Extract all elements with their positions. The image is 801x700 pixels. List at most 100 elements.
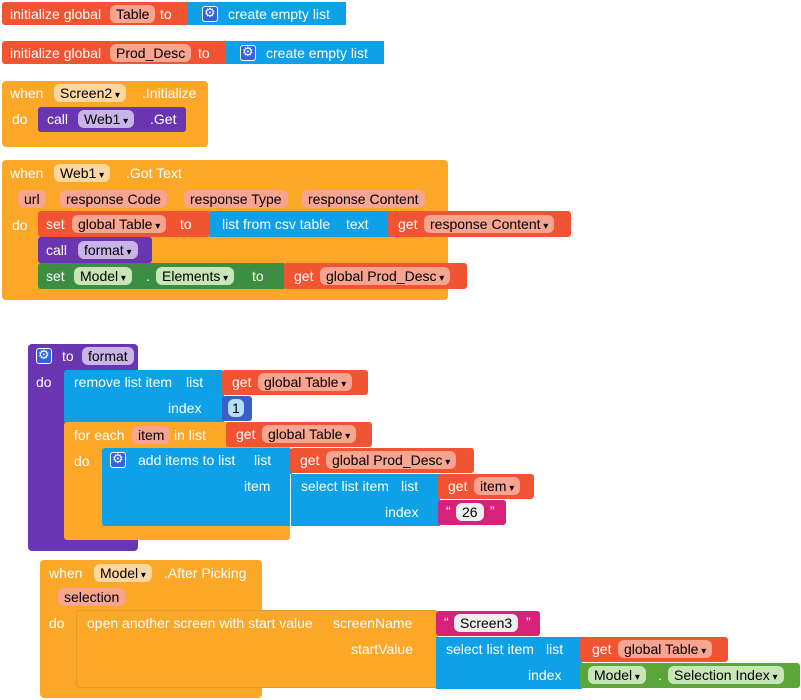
list-from-csv-table-block[interactable]: list from csv table text [210, 211, 390, 237]
loop-variable-field[interactable]: item [132, 426, 171, 444]
variable-dropdown[interactable]: response Content [424, 215, 555, 233]
call-label: call [46, 242, 68, 258]
add-items-to-list-block[interactable]: add items to list list item [102, 448, 292, 526]
procedure-name-field[interactable]: format [82, 347, 134, 365]
open-another-screen-block[interactable]: open another screen with start value scr… [76, 610, 438, 688]
text-string-block[interactable]: “ 26 ” [438, 500, 506, 525]
set-model-elements-block[interactable]: set Model . Elements to [38, 263, 286, 289]
get-item-block[interactable]: get item [438, 474, 534, 499]
variable-dropdown[interactable]: global Table [618, 640, 713, 658]
component-dropdown[interactable]: Model [74, 267, 132, 285]
mutator-gear-icon[interactable] [36, 347, 52, 364]
variable-dropdown[interactable]: item [474, 477, 521, 495]
model-selection-index-block[interactable]: Model . Selection Index [580, 663, 800, 688]
call-format-block[interactable]: call format [38, 237, 152, 263]
add-items-label: add items to list [138, 452, 236, 468]
to-label: to [160, 6, 172, 22]
text-field[interactable]: Screen3 [454, 614, 519, 632]
set-label: set [46, 268, 65, 284]
param-response-content[interactable]: response Content [302, 190, 425, 208]
get-global-prod-desc-block[interactable]: get global Prod_Desc [290, 448, 474, 473]
open-quote: “ [446, 503, 451, 519]
component-dropdown[interactable]: Model [588, 666, 646, 684]
mutator-gear-icon[interactable] [110, 451, 126, 468]
for-each-label: for each [74, 427, 125, 443]
mutator-gear-icon[interactable] [202, 5, 218, 22]
event-name: .Initialize [142, 85, 197, 101]
to-label: to [198, 45, 210, 61]
component-dropdown[interactable]: Web1 [78, 110, 135, 128]
remove-list-item-label: remove list item [74, 374, 173, 390]
param-selection[interactable]: selection [58, 588, 126, 606]
init-label: initialize global [10, 6, 102, 22]
do-label: do [36, 374, 52, 390]
list-socket-label: list [401, 478, 419, 494]
select-list-item-block[interactable]: select list item list index [436, 637, 582, 689]
get-label: get [294, 268, 314, 284]
get-label: get [448, 478, 468, 494]
number-block[interactable]: 1 [222, 396, 252, 421]
component-dropdown[interactable]: Web1 [54, 164, 111, 182]
get-label: get [592, 641, 612, 657]
get-global-table-block[interactable]: get global Table [580, 637, 728, 662]
call-web1-get-block[interactable]: call Web1 .Get [38, 107, 186, 132]
variable-dropdown[interactable]: global Prod_Desc [326, 451, 457, 469]
to-label: to [252, 268, 264, 284]
select-list-item-block[interactable]: select list item list index [290, 474, 440, 526]
index-socket-label: index [528, 667, 562, 683]
create-empty-list-label: create empty list [228, 6, 330, 22]
get-response-content-block[interactable]: get response Content [388, 211, 571, 237]
create-empty-list-block[interactable]: create empty list [226, 41, 384, 64]
function-label: list from csv table [222, 216, 331, 232]
param-response-code[interactable]: response Code [60, 190, 167, 208]
start-value-socket-label: startValue [351, 641, 413, 657]
variable-dropdown[interactable]: global Table [262, 425, 357, 443]
list-socket-label: list [186, 374, 204, 390]
init-global-table-block[interactable]: initialize global Table to [2, 2, 190, 25]
property-dropdown[interactable]: Selection Index [668, 666, 784, 684]
open-screen-label: open another screen with start value [87, 615, 313, 631]
init-global-prod-desc-block[interactable]: initialize global Prod_Desc to [2, 41, 228, 64]
close-quote: ” [526, 614, 531, 630]
variable-dropdown[interactable]: global Table [72, 215, 167, 233]
variable-dropdown[interactable]: global Prod_Desc [320, 267, 451, 285]
get-global-prod-desc-block[interactable]: get global Prod_Desc [284, 263, 467, 289]
get-label: get [300, 452, 320, 468]
do-label: do [74, 453, 90, 469]
when-label: when [49, 565, 83, 581]
get-global-table-block[interactable]: get global Table [222, 370, 368, 395]
screen-name-socket-label: screenName [333, 615, 413, 631]
variable-dropdown[interactable]: global Table [258, 373, 353, 391]
select-list-item-label: select list item [301, 478, 389, 494]
method-name: .Get [150, 111, 177, 127]
do-label: do [12, 111, 28, 127]
dot-label: . [658, 667, 662, 683]
in-list-label: in list [174, 427, 206, 443]
get-global-table-block[interactable]: get global Table [226, 422, 372, 447]
property-dropdown[interactable]: Elements [156, 267, 235, 285]
index-socket-label: index [385, 504, 419, 520]
param-response-type[interactable]: response Type [184, 190, 288, 208]
var-name-field[interactable]: Prod_Desc [110, 44, 192, 62]
select-list-item-label: select list item [446, 641, 534, 657]
to-label: to [180, 216, 192, 232]
number-field[interactable]: 1 [228, 399, 244, 417]
create-empty-list-label: create empty list [266, 45, 368, 61]
var-name-field[interactable]: Table [110, 5, 156, 23]
set-global-table-block[interactable]: set global Table to [38, 211, 210, 237]
create-empty-list-block[interactable]: create empty list [188, 2, 346, 25]
param-url[interactable]: url [18, 190, 46, 208]
do-label: do [12, 217, 28, 233]
mutator-gear-icon[interactable] [240, 44, 256, 61]
item-socket-label: item [244, 478, 271, 494]
list-socket-label: list [546, 641, 564, 657]
open-quote: “ [444, 614, 449, 630]
procedure-dropdown[interactable]: format [78, 241, 138, 259]
when-label: when [10, 165, 44, 181]
component-dropdown[interactable]: Model [94, 564, 152, 582]
text-field[interactable]: 26 [456, 503, 484, 521]
set-label: set [46, 216, 65, 232]
component-dropdown[interactable]: Screen2 [54, 84, 126, 102]
text-string-block[interactable]: “ Screen3 ” [436, 611, 540, 636]
remove-list-item-block[interactable]: remove list item list index [64, 370, 224, 424]
